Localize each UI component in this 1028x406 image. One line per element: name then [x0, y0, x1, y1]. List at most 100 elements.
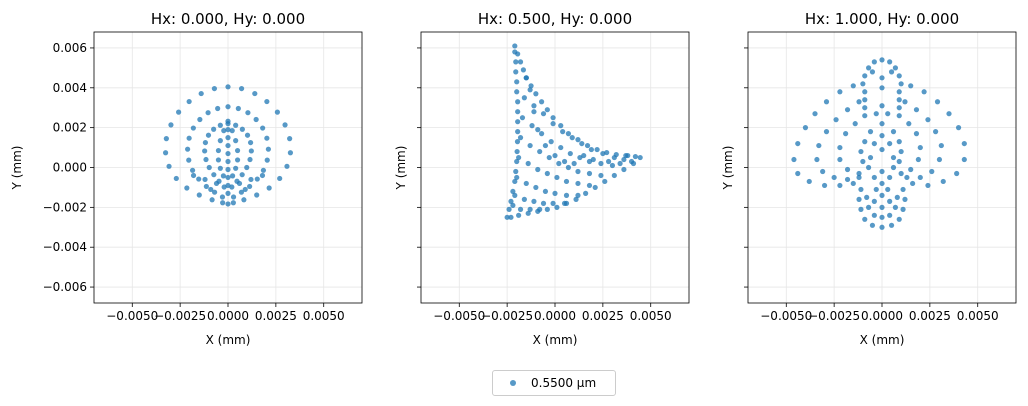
data-point: [621, 156, 627, 163]
data-point: [533, 91, 539, 97]
data-point: [211, 172, 217, 178]
data-point: [567, 150, 573, 157]
data-point: [229, 128, 235, 134]
subplot-hx-1-000: −0.0050−0.0025 0.0000 0.0025 0.0050 Hx: 1.00…: [721, 10, 1017, 347]
y-axis-label: Y (mm): [10, 146, 24, 191]
data-point: [525, 160, 531, 167]
data-point: [584, 142, 591, 149]
data-point: [879, 103, 885, 109]
data-point: [213, 180, 220, 187]
data-point: [537, 148, 543, 155]
data-point: [514, 79, 520, 85]
data-point: [961, 140, 967, 147]
data-point: [186, 157, 192, 163]
x-tick-label: 0.0000: [534, 309, 576, 323]
data-point: [517, 206, 524, 212]
data-point: [896, 89, 902, 95]
data-point: [887, 174, 893, 181]
data-point: [831, 174, 837, 181]
data-point: [871, 198, 877, 204]
data-point: [869, 222, 876, 228]
data-point: [900, 206, 906, 212]
data-point: [954, 170, 960, 177]
data-point: [215, 147, 222, 154]
data-point: [908, 83, 914, 89]
data-point: [208, 186, 214, 193]
data-point: [565, 164, 572, 171]
data-point: [892, 204, 899, 210]
data-point: [929, 168, 935, 175]
data-point: [190, 125, 196, 131]
data-point: [540, 111, 547, 117]
data-point: [896, 105, 902, 111]
data-point: [277, 175, 283, 182]
data-point: [879, 224, 885, 230]
data-point: [862, 73, 868, 79]
data-point: [550, 200, 556, 206]
data-point: [186, 135, 192, 141]
data-point: [225, 84, 231, 90]
data-point: [517, 59, 524, 65]
data-point: [512, 192, 518, 198]
chart-title: Hx: 0.000, Hy: 0.000: [151, 10, 305, 28]
data-point: [896, 216, 902, 222]
data-point: [512, 43, 518, 49]
data-point: [955, 125, 962, 131]
data-point: [219, 194, 226, 200]
data-point: [554, 174, 560, 181]
data-point: [186, 98, 192, 105]
data-point: [879, 85, 885, 91]
data-point: [520, 67, 527, 73]
data-point: [247, 156, 253, 163]
data-point: [896, 139, 902, 145]
data-point: [802, 125, 809, 131]
data-point: [879, 57, 885, 63]
data-point: [900, 186, 906, 193]
data-point: [264, 135, 270, 141]
x-tick-label: −0.0025: [154, 309, 206, 323]
data-point: [858, 206, 864, 212]
data-point: [586, 170, 593, 177]
data-point: [871, 59, 877, 65]
data-point: [234, 157, 241, 163]
data-point: [236, 180, 243, 187]
y-tick-label: −0.004: [43, 240, 87, 254]
data-point: [287, 136, 293, 142]
data-point: [890, 129, 897, 135]
data-point: [202, 139, 209, 146]
data-point: [628, 158, 635, 165]
data-point: [879, 168, 885, 175]
data-point: [514, 148, 520, 155]
data-point: [168, 122, 174, 128]
data-point: [244, 132, 251, 138]
data-point: [600, 150, 606, 157]
data-point: [856, 170, 862, 177]
y-tick-label: 0.006: [53, 41, 87, 55]
data-point: [203, 183, 209, 190]
data-point: [850, 83, 856, 89]
data-point: [575, 180, 581, 187]
data-point: [563, 178, 570, 185]
data-point: [856, 196, 862, 202]
data-point: [866, 204, 872, 210]
data-point: [539, 131, 545, 137]
data-point: [879, 192, 885, 198]
data-point: [205, 110, 211, 116]
data-point: [561, 200, 568, 206]
chart-title: Hx: 0.500, Hy: 0.000: [478, 10, 632, 28]
data-point: [569, 135, 575, 141]
data-point: [885, 111, 891, 117]
data-point: [521, 196, 527, 202]
data-point: [519, 115, 526, 121]
data-point: [888, 69, 895, 75]
data-point: [816, 142, 822, 149]
data-point: [284, 163, 290, 169]
data-point: [561, 158, 568, 165]
subplot-hx-0-500: −0.0050−0.0025 0.0000 0.0025 0.0050 Hx: 0.50…: [394, 10, 690, 347]
data-point: [514, 139, 521, 145]
data-point: [896, 97, 902, 103]
data-point: [887, 59, 893, 65]
data-point: [225, 127, 231, 133]
data-point: [862, 113, 868, 119]
data-point: [225, 166, 231, 173]
